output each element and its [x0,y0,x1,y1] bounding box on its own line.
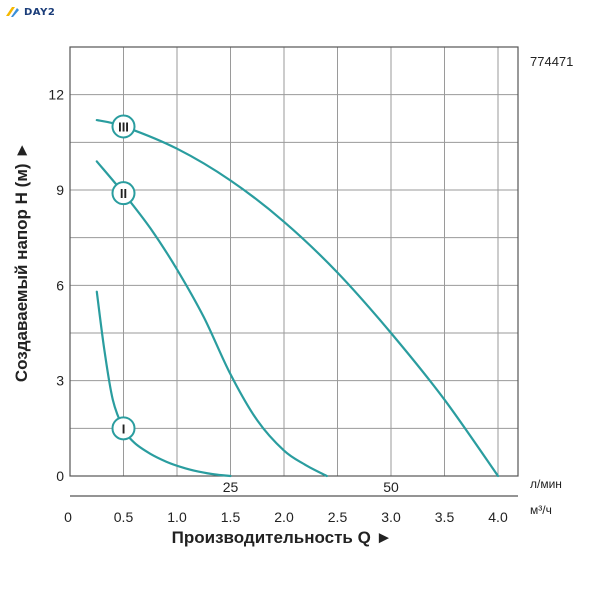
curve-marker-iii [111,114,136,139]
x-unit-secondary: л/мин [530,477,562,491]
x-tick-label: 1.0 [167,509,187,525]
y-tick-label: 0 [56,468,64,484]
x-tick-label: 3.0 [381,509,401,525]
curve-label-ii: II [120,186,127,201]
model-code: 774471 [530,54,573,69]
curve-marker-ii [111,181,136,206]
x-tick-label: 1.5 [221,509,241,525]
logo-icon [6,7,19,17]
y-tick-label: 9 [56,182,64,198]
x-tick-label: 2.5 [328,509,348,525]
plot-area [70,47,518,476]
curve-marker-i [111,416,136,441]
x-tick-label: 0 [64,509,72,525]
x-tick-label: 4.0 [488,509,508,525]
y-tick-label: 12 [48,87,64,103]
curve-ii [95,160,328,478]
secondary-tick-label: 25 [223,479,239,495]
y-axis-title: Создаваемый напор H (м) ► [12,142,31,382]
grid [70,47,518,476]
curve-label-iii: III [118,119,129,134]
x-tick-label: 3.5 [435,509,455,525]
curve-iii [95,119,500,478]
y-tick-label: 6 [56,277,64,293]
curve-i [95,290,232,478]
brand-logo: DAY2 [4,4,55,20]
x-tick-label: 0.5 [114,509,134,525]
plot-frame [69,46,519,477]
x-unit-primary: м³/ч [530,503,552,517]
x-tick-label: 2.0 [274,509,294,525]
curve-label-i: I [122,421,126,436]
x-axis-title: Производительность Q ► [172,528,393,547]
secondary-tick-label: 50 [383,479,399,495]
logo-text: DAY2 [24,6,56,18]
y-tick-label: 3 [56,373,64,389]
